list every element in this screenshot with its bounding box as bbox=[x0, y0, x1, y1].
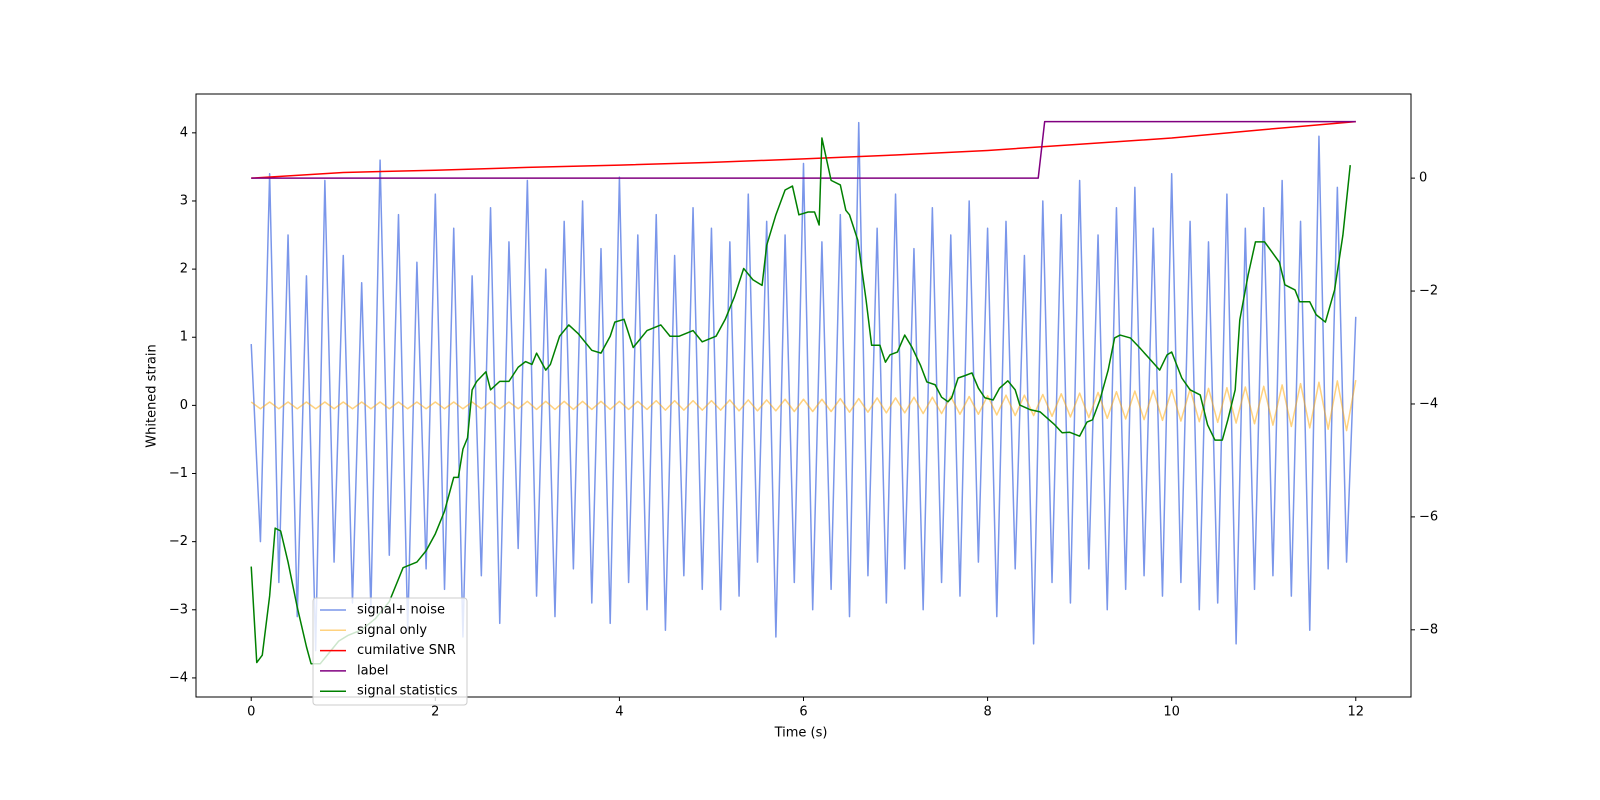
y-tick-label: 4 bbox=[180, 125, 188, 140]
y2-tick-label: −2 bbox=[1419, 284, 1438, 299]
y-tick-label: −3 bbox=[169, 602, 188, 617]
y2-tick-label: −8 bbox=[1419, 622, 1438, 637]
x-tick-label: 4 bbox=[615, 705, 623, 720]
y2-tick-label: −6 bbox=[1419, 509, 1438, 524]
y2-tick-label: −4 bbox=[1419, 396, 1438, 411]
series-line bbox=[251, 120, 1356, 179]
series-line bbox=[251, 120, 1356, 179]
y-tick-label: −4 bbox=[169, 670, 188, 685]
legend-label: signal statistics bbox=[357, 684, 458, 699]
series-line bbox=[250, 121, 1357, 652]
x-tick-label: 8 bbox=[983, 705, 991, 720]
legend-label: cumilative SNR bbox=[357, 643, 456, 658]
legend-label: label bbox=[357, 663, 388, 678]
legend-label: signal only bbox=[357, 623, 427, 638]
y-tick-label: −1 bbox=[169, 466, 188, 481]
x-tick-label: 6 bbox=[799, 705, 807, 720]
legend-box bbox=[312, 597, 468, 706]
y-tick-label: 1 bbox=[180, 330, 188, 345]
series-line bbox=[250, 380, 1357, 432]
x-tick-label: 0 bbox=[247, 705, 255, 720]
x-tick-label: 2 bbox=[431, 705, 439, 720]
x-tick-label: 12 bbox=[1347, 705, 1364, 720]
y-tick-label: 0 bbox=[180, 398, 188, 413]
series-line bbox=[250, 137, 1351, 665]
y-axis-label: Whitened strain bbox=[145, 344, 160, 447]
x-axis-label: Time (s) bbox=[774, 726, 828, 741]
x-tick-label: 10 bbox=[1163, 705, 1180, 720]
legend-label: signal+ noise bbox=[357, 603, 445, 618]
y-tick-label: −2 bbox=[169, 534, 188, 549]
plot-frame bbox=[195, 93, 1412, 698]
y-tick-label: 2 bbox=[180, 262, 188, 277]
y-tick-label: 3 bbox=[180, 193, 188, 208]
y2-tick-label: 0 bbox=[1419, 171, 1427, 186]
